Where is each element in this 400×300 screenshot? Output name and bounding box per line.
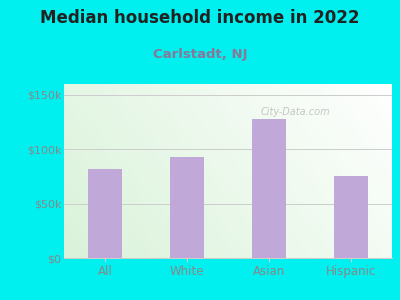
Bar	[334, 176, 368, 258]
Text: City-Data.com: City-Data.com	[261, 106, 330, 117]
Text: Median household income in 2022: Median household income in 2022	[40, 9, 360, 27]
Bar	[170, 157, 204, 258]
Bar	[252, 119, 286, 258]
Text: Carlstadt, NJ: Carlstadt, NJ	[153, 48, 247, 61]
Bar	[88, 169, 122, 258]
